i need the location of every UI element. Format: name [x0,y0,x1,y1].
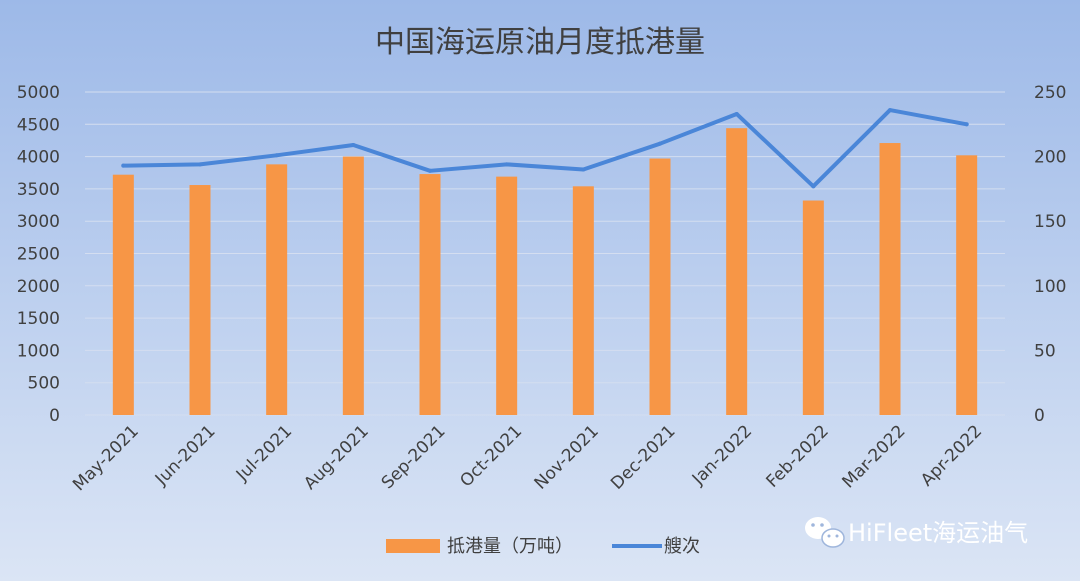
legend-line-label: 艘次 [664,536,700,557]
line-point [351,142,356,147]
x-tick-label: Nov-2021 [531,421,603,493]
left-tick-label: 4500 [17,115,60,135]
right-tick-label: 50 [1034,341,1056,361]
legend: 抵港量（万吨） 艘次 [386,536,700,557]
right-y-axis: 0 50 100 150 200 250 [1034,83,1066,426]
x-tick-label: Dec-2021 [607,421,679,493]
left-tick-label: 2000 [17,277,60,297]
left-tick-label: 2500 [17,245,60,265]
left-tick-label: 0 [49,406,60,426]
wechat-icon [805,517,845,548]
line-point [274,153,279,158]
right-tick-label: 0 [1034,406,1045,426]
x-tick-label: May-2021 [69,421,143,495]
bar [496,176,518,415]
line-point [888,108,892,113]
x-tick-label: Feb-2022 [763,421,833,491]
x-tick-label: Jun-2021 [151,421,220,490]
line-point [121,163,126,168]
line-series [121,108,969,189]
bar [726,128,748,415]
x-tick-label: Apr-2022 [917,421,986,490]
right-tick-label: 200 [1034,148,1066,168]
legend-bar-swatch [386,539,440,553]
line-point [964,122,969,127]
line-point [504,162,509,167]
x-tick-label: Mar-2022 [839,421,910,492]
bar [572,186,594,415]
chart-title: 中国海运原油月度抵港量 [375,25,705,60]
right-tick-label: 250 [1034,83,1066,103]
bar [342,156,364,415]
bar [649,158,671,415]
bar [956,155,978,416]
line-path [121,108,969,189]
left-tick-label: 5000 [17,83,60,103]
left-y-axis: 0 500 1000 1500 2000 2500 3000 3500 4000 4500 5000 [17,83,60,426]
x-tick-label: Jul-2021 [232,421,296,485]
bar-series [112,128,978,416]
x-tick-label: Jan-2022 [688,421,756,489]
line-point [581,167,586,172]
line-point [428,168,432,173]
line-point [198,162,202,167]
bar [419,174,441,415]
bar [879,143,901,415]
right-tick-label: 150 [1034,212,1066,232]
line-point [658,141,662,146]
left-tick-label: 1500 [17,309,60,329]
watermark: HiFleet海运油气 [805,517,1028,548]
gridlines [85,91,1005,416]
x-axis: May-2021 Jun-2021 Jul-2021 Aug-2021 Sep-2021… [69,421,986,495]
x-tick-label: Sep-2021 [378,421,450,493]
left-tick-label: 3000 [17,212,60,232]
left-tick-label: 1000 [17,341,60,361]
left-tick-label: 3500 [17,180,60,200]
bar [189,185,211,415]
bar [266,164,288,415]
legend-bar-label: 抵港量（万吨） [447,536,573,557]
bar [112,174,134,415]
left-tick-label: 500 [28,374,60,394]
line-point [811,184,816,189]
left-tick-label: 4000 [17,148,60,168]
x-tick-label: Oct-2021 [456,421,526,491]
right-tick-label: 100 [1034,277,1066,297]
line-point [734,111,739,116]
watermark-text: HiFleet海运油气 [848,519,1028,547]
x-tick-label: Aug-2021 [300,421,373,494]
bar [802,200,824,415]
